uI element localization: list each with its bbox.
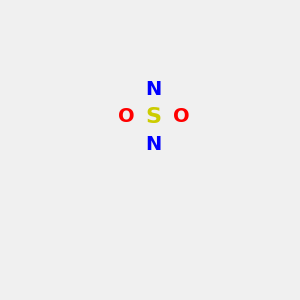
- Text: S: S: [146, 107, 162, 127]
- Text: O: O: [173, 107, 190, 126]
- Text: O: O: [118, 107, 134, 126]
- Text: N: N: [146, 80, 162, 99]
- Text: N: N: [146, 135, 162, 154]
